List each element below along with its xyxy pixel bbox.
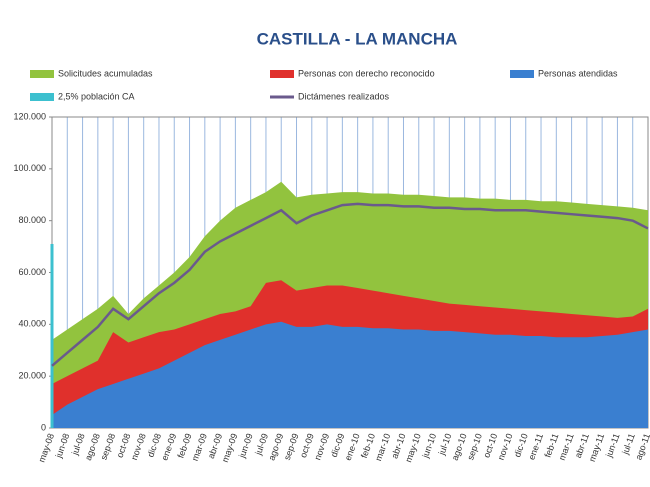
legend-swatch (510, 70, 534, 78)
legend-label: Solicitudes acumuladas (58, 68, 153, 78)
y-tick-label: 20.000 (18, 371, 46, 381)
y-tick-label: 100.000 (13, 163, 46, 173)
y-tick-label: 120.000 (13, 111, 46, 121)
legend-swatch (270, 70, 294, 78)
x-tick-label: jun-10 (420, 432, 438, 460)
legend-swatch (30, 70, 54, 78)
x-tick-label: jun-09 (236, 432, 254, 460)
x-tick-label: jun-11 (603, 432, 621, 459)
area (52, 321, 648, 428)
legend-swatch (30, 93, 54, 101)
y-tick-label: 80.000 (18, 215, 46, 225)
legend-label: Personas atendidas (538, 68, 618, 78)
legend-label: 2,5% población CA (58, 91, 135, 101)
y-tick-label: 0 (41, 422, 46, 432)
chart-title: CASTILLA - LA MANCHA (257, 29, 458, 48)
x-tick-label: jun-08 (53, 432, 71, 460)
x-tick-label: may-08 (36, 432, 56, 464)
line (51, 202, 649, 367)
legend-label: Personas con derecho reconocido (298, 68, 435, 78)
bar (50, 243, 54, 428)
y-tick-label: 40.000 (18, 319, 46, 329)
y-tick-label: 60.000 (18, 267, 46, 277)
legend-label: Dictámenes realizados (298, 91, 390, 101)
